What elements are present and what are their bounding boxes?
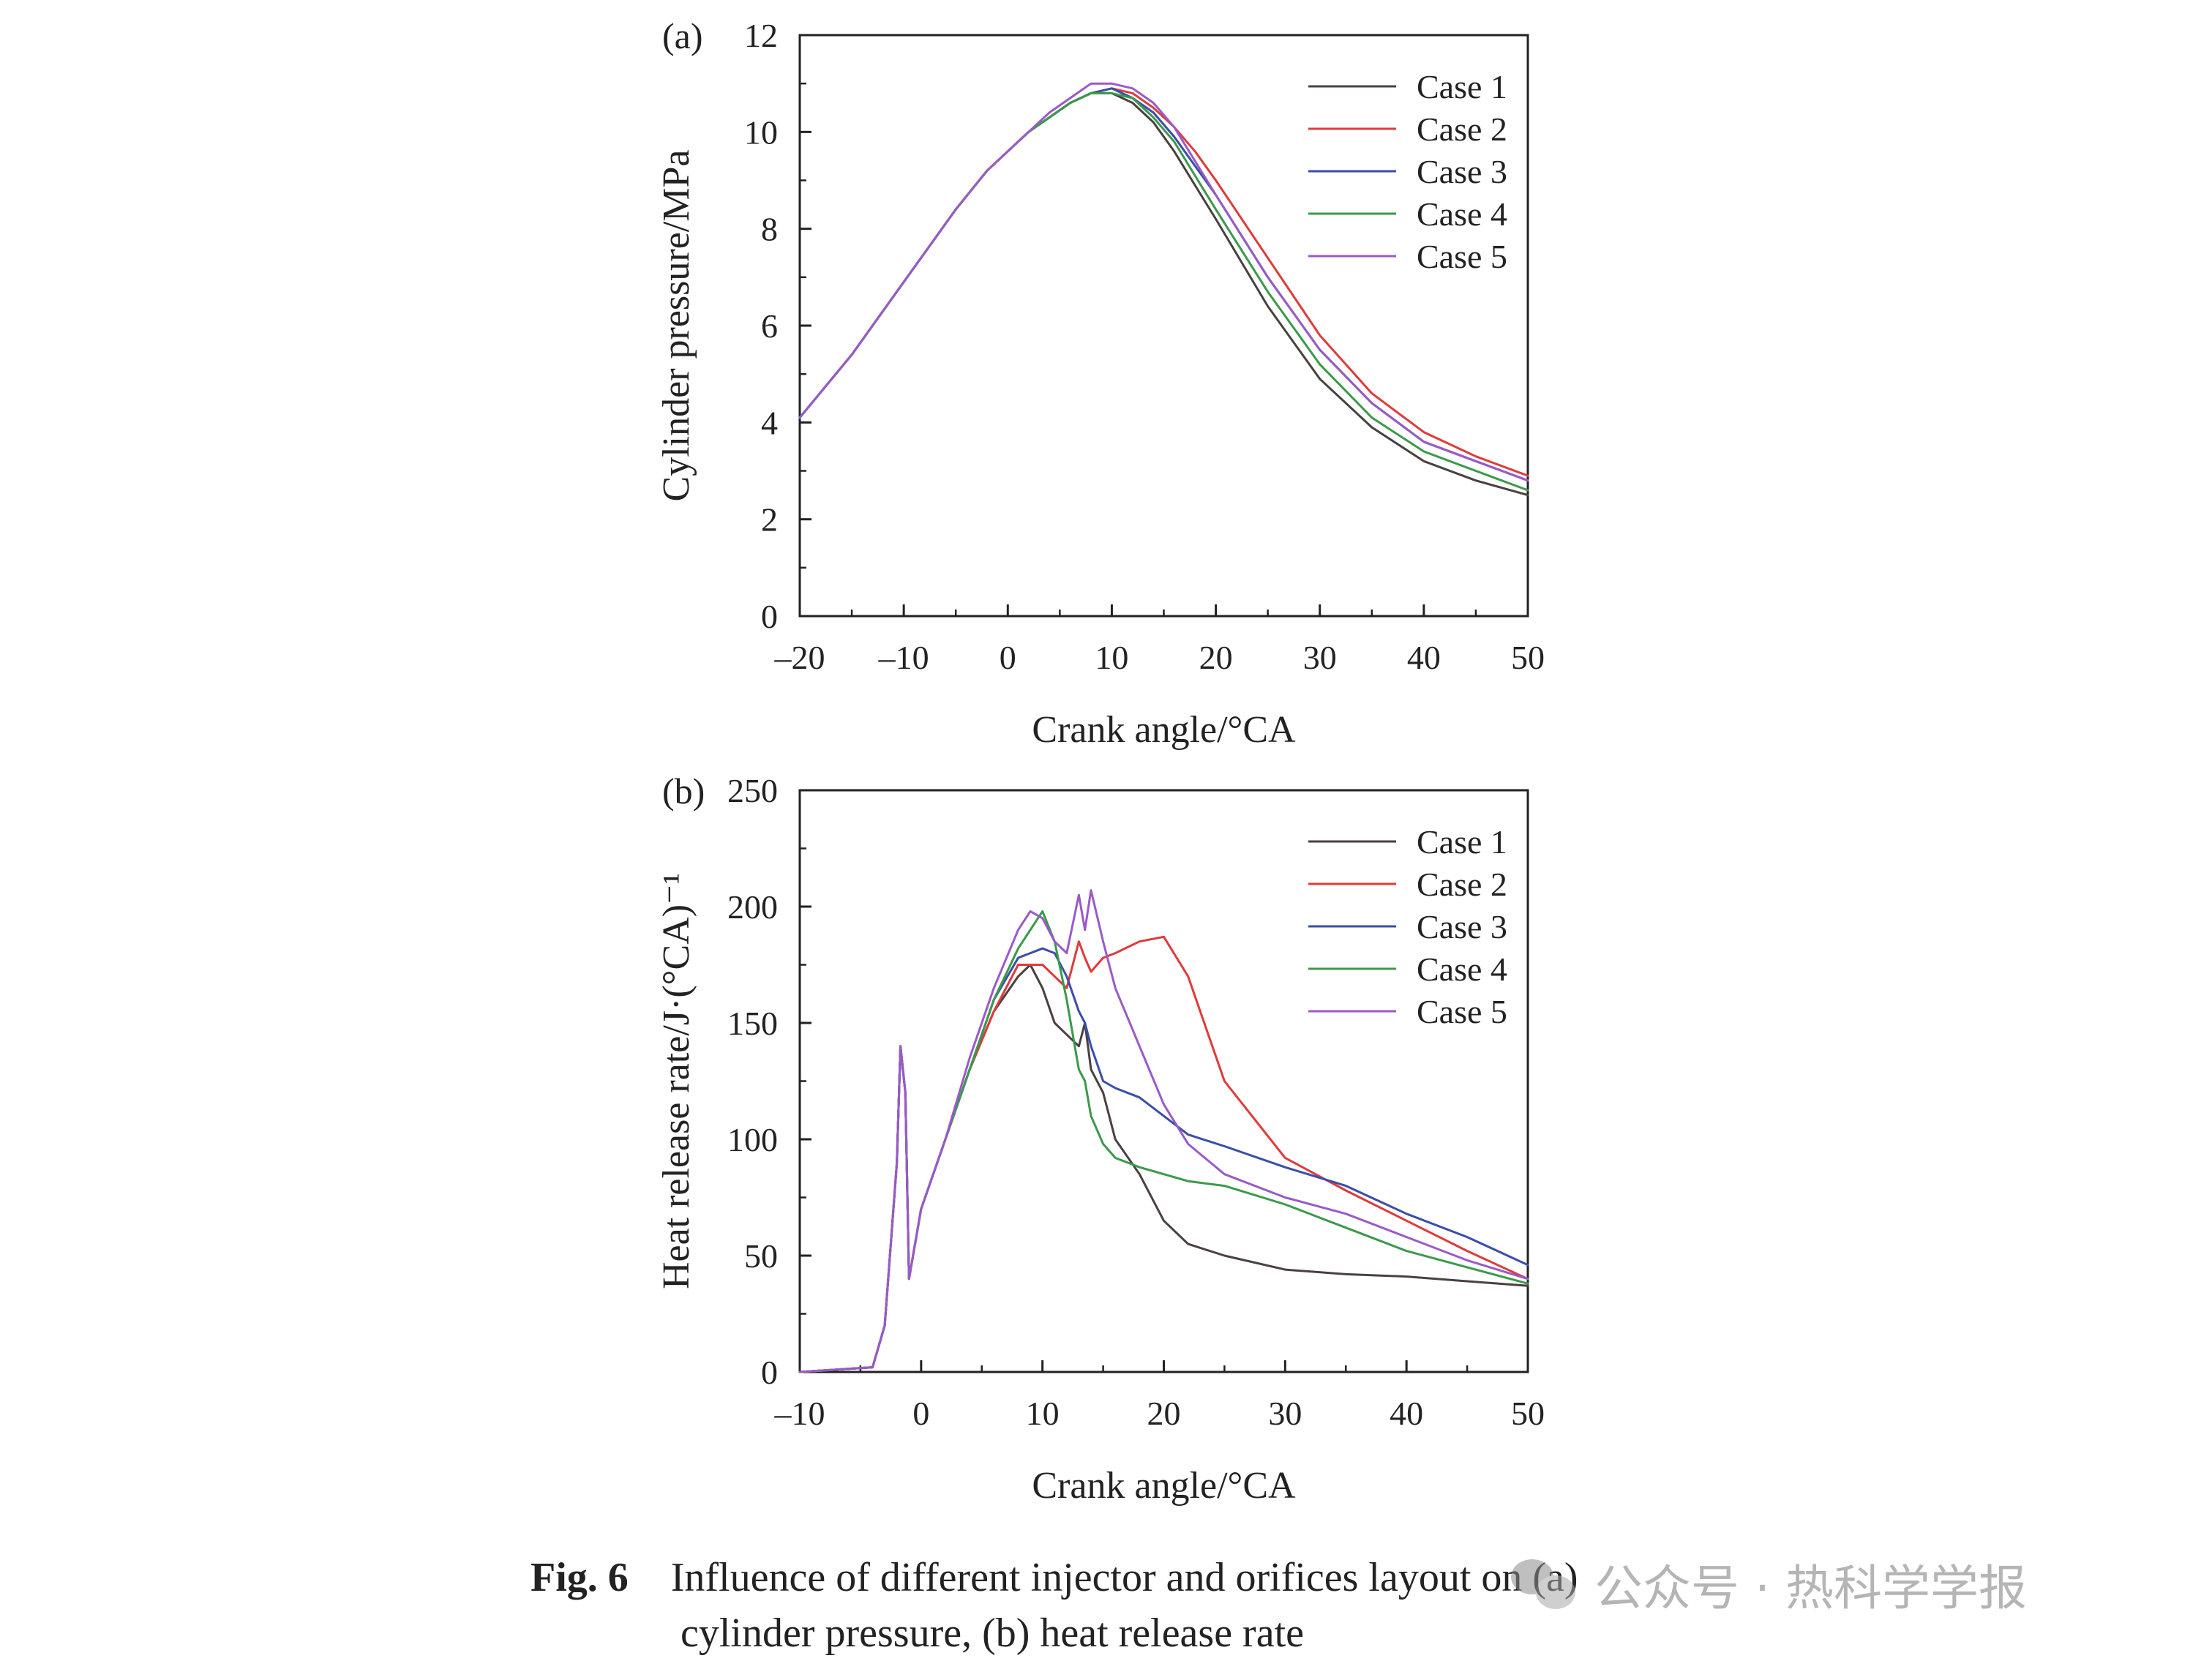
x-tick-label: 0 [912,1395,929,1432]
y-tick-label: 250 [727,772,778,809]
plot-frame [798,789,1529,1373]
y-tick-label: 6 [761,307,778,345]
x-tick-label: 40 [1407,639,1441,676]
x-tick-label: 0 [1000,639,1016,676]
y-tick-label: 0 [761,598,778,635]
y-axis-label: Cylinder pressure/MPa [656,150,697,502]
x-tick-label: 30 [1303,639,1337,676]
y-tick-label: 8 [761,211,778,248]
y-tick-label: 50 [744,1237,778,1275]
legend-label: Case 5 [1417,993,1507,1030]
x-tick-label: –10 [774,1395,825,1432]
legend-label: Case 3 [1417,908,1507,945]
y-tick-label: 150 [727,1005,778,1042]
x-tick-label: –20 [774,639,825,676]
legend-label: Case 2 [1417,866,1507,903]
plot-frame [798,34,1529,618]
chart-b-heat-release-rate: –10 0 10 20 30 40 50 0 50 100 150 200 250 Crank angle… [656,770,1545,1507]
legend-label: Case 1 [1417,823,1507,861]
y-tick-label: 12 [744,17,778,54]
x-tick-label: 20 [1147,1395,1181,1432]
legend-label: Case 3 [1417,153,1507,190]
y-tick-label: 100 [727,1121,778,1158]
caption-line-2: cylinder pressure, (b) heat release rate [681,1611,1304,1656]
x-tick-label: 50 [1511,639,1545,676]
panel-label: (b) [662,770,705,811]
x-tick-label: 50 [1511,1395,1545,1432]
wechat-icon [1511,1555,1578,1613]
y-tick-label: 4 [761,404,778,441]
x-tick-label: 20 [1199,639,1233,676]
y-tick-label: 0 [761,1354,778,1391]
x-axis-label: Crank angle/°CA [1032,709,1296,751]
legend-label: Case 4 [1417,951,1507,988]
x-tick-label: 40 [1390,1395,1423,1432]
series-line-case-5 [798,889,1529,1373]
legend-label: Case 1 [1417,68,1507,105]
legend-label: Case 2 [1417,110,1507,148]
chart-a-cylinder-pressure: –20 –10 0 10 20 30 40 50 0 2 4 6 8 10 12 Crank angle/°C… [656,15,1545,751]
x-axis-label: Crank angle/°CA [1032,1465,1296,1507]
figure-caption: Fig. 6 Influence of different injector an… [530,1550,2140,1661]
watermark: 公众号 · 热科学学报 [1511,1551,2027,1617]
panel-label: (a) [662,15,703,56]
caption-line-1: Influence of different injector and orif… [670,1555,1578,1600]
x-tick-label: 30 [1268,1395,1302,1432]
x-tick-label: –10 [878,639,929,676]
y-axis-label: Heat release rate/J·(°CA)⁻¹ [656,873,697,1289]
legend-label: Case 4 [1417,195,1507,233]
series-line-case-5 [798,82,1529,482]
y-tick-label: 200 [727,888,778,926]
watermark-text: 公众号 · 热科学学报 [1594,1560,2027,1616]
legend-label: Case 5 [1417,238,1507,275]
x-tick-label: 10 [1095,639,1128,676]
y-tick-label: 2 [761,501,778,539]
y-tick-label: 10 [744,113,778,151]
caption-figure-label: Fig. 6 [530,1555,629,1600]
x-tick-label: 10 [1026,1395,1060,1432]
